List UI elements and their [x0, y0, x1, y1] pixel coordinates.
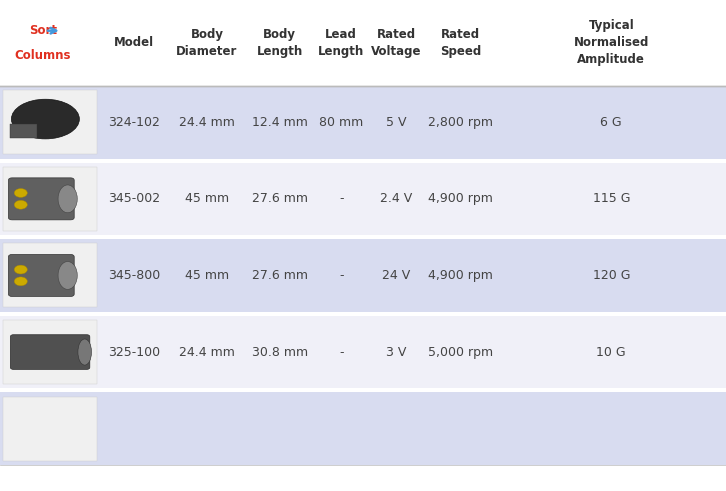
Text: Model: Model: [114, 36, 155, 50]
Text: 120 G: 120 G: [592, 269, 630, 282]
Text: 6 G: 6 G: [600, 116, 622, 129]
Bar: [0, 465, 726, 469]
Text: 27.6 mm: 27.6 mm: [252, 192, 308, 205]
Text: 115 G: 115 G: [592, 192, 630, 205]
Text: 12.4 mm: 12.4 mm: [252, 116, 308, 129]
Bar: [10, 124, 37, 138]
Text: 2,800 rpm: 2,800 rpm: [428, 116, 493, 129]
Bar: [3, 90, 97, 154]
Bar: [0, 163, 726, 235]
Text: 45 mm: 45 mm: [185, 192, 229, 205]
Bar: [3, 397, 97, 461]
Text: 345-800: 345-800: [108, 269, 160, 282]
Bar: [0, 0, 726, 86]
Text: 30.8 mm: 30.8 mm: [252, 346, 308, 358]
Bar: [3, 244, 97, 307]
Text: Rated
Speed: Rated Speed: [440, 28, 481, 58]
Text: -: -: [339, 346, 343, 358]
Text: Sort: Sort: [29, 24, 57, 37]
Text: Body
Length: Body Length: [257, 28, 303, 58]
Text: -: -: [339, 269, 343, 282]
Text: 80 mm: 80 mm: [319, 116, 363, 129]
Text: Columns: Columns: [15, 49, 71, 62]
Text: 325-100: 325-100: [108, 346, 160, 358]
Ellipse shape: [15, 265, 28, 274]
Text: Typical
Normalised
Amplitude: Typical Normalised Amplitude: [574, 20, 649, 66]
Ellipse shape: [15, 277, 28, 286]
Text: -: -: [339, 192, 343, 205]
Ellipse shape: [58, 262, 77, 289]
Ellipse shape: [15, 189, 28, 197]
Bar: [0, 235, 726, 239]
Ellipse shape: [15, 200, 28, 209]
Text: 24.4 mm: 24.4 mm: [179, 116, 234, 129]
Text: 3 V: 3 V: [386, 346, 407, 358]
Text: 4,900 rpm: 4,900 rpm: [428, 269, 493, 282]
Bar: [0, 316, 726, 388]
Text: 5,000 rpm: 5,000 rpm: [428, 346, 493, 358]
Bar: [0, 388, 726, 392]
Text: 4,900 rpm: 4,900 rpm: [428, 192, 493, 205]
Bar: [0, 159, 726, 163]
Bar: [0, 239, 726, 312]
Text: 5 V: 5 V: [386, 116, 407, 129]
Bar: [0, 86, 726, 159]
Bar: [3, 320, 97, 384]
Bar: [3, 167, 97, 231]
Text: 345-002: 345-002: [108, 192, 160, 205]
Text: 27.6 mm: 27.6 mm: [252, 269, 308, 282]
Bar: [0, 312, 726, 316]
Text: 2.4 V: 2.4 V: [380, 192, 412, 205]
Text: 24 V: 24 V: [383, 269, 410, 282]
Text: Rated
Voltage: Rated Voltage: [371, 28, 422, 58]
Text: Lead
Length: Lead Length: [318, 28, 364, 58]
Ellipse shape: [78, 339, 91, 365]
Text: 10 G: 10 G: [597, 346, 626, 358]
Text: 324-102: 324-102: [108, 116, 160, 129]
Ellipse shape: [58, 185, 77, 213]
Text: 45 mm: 45 mm: [185, 269, 229, 282]
FancyBboxPatch shape: [9, 178, 74, 220]
Text: 24.4 mm: 24.4 mm: [179, 346, 234, 358]
Bar: [0, 392, 726, 465]
Text: Body
Diameter: Body Diameter: [176, 28, 237, 58]
FancyBboxPatch shape: [9, 254, 74, 297]
FancyBboxPatch shape: [10, 335, 90, 369]
Ellipse shape: [12, 99, 79, 139]
